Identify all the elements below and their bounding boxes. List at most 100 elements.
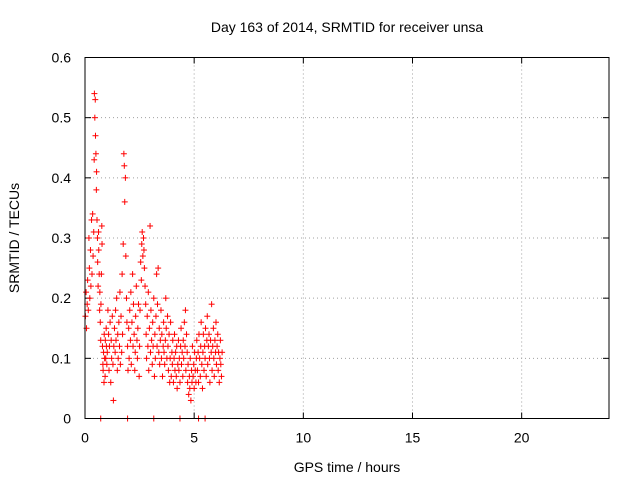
data-point — [165, 367, 172, 374]
data-point — [149, 361, 156, 368]
data-point — [120, 241, 127, 248]
data-point — [157, 337, 164, 344]
data-point — [199, 385, 206, 392]
data-point — [131, 331, 138, 338]
data-point — [190, 373, 197, 380]
data-point — [149, 319, 156, 326]
data-point — [215, 367, 222, 374]
data-point — [105, 331, 112, 338]
data-point — [118, 313, 125, 320]
data-point — [91, 90, 98, 97]
data-point — [121, 198, 128, 205]
data-point — [93, 168, 100, 175]
data-point — [168, 373, 175, 380]
data-point — [129, 271, 136, 278]
grid-lines — [85, 57, 609, 419]
data-point — [95, 228, 102, 235]
data-point — [97, 319, 104, 326]
data-point — [94, 259, 101, 266]
data-point — [206, 331, 213, 338]
data-point — [190, 361, 197, 368]
data-point — [117, 361, 124, 368]
data-point — [90, 253, 97, 260]
data-point — [124, 343, 131, 350]
data-point — [187, 355, 194, 362]
data-point — [83, 325, 90, 332]
data-point — [154, 343, 161, 350]
data-point — [179, 349, 186, 356]
data-point — [88, 216, 95, 223]
data-point — [178, 361, 185, 368]
y-tick-label: 0.2 — [52, 290, 72, 306]
data-point — [136, 343, 143, 350]
data-point — [197, 373, 204, 380]
data-point — [211, 337, 218, 344]
data-point — [127, 289, 134, 296]
data-point — [83, 289, 90, 296]
data-point — [182, 307, 189, 314]
data-point — [135, 301, 142, 308]
data-point — [155, 349, 162, 356]
data-point — [134, 325, 141, 332]
data-point — [198, 361, 205, 368]
data-point — [216, 379, 223, 386]
data-point — [211, 373, 218, 380]
data-point — [185, 361, 192, 368]
data-point — [195, 379, 202, 386]
data-point — [151, 373, 158, 380]
data-point — [130, 301, 137, 308]
data-point — [154, 301, 161, 308]
data-point — [178, 325, 185, 332]
data-point — [150, 295, 157, 302]
data-point — [110, 343, 117, 350]
data-point — [107, 379, 114, 386]
data-point — [217, 361, 224, 368]
data-point — [180, 337, 187, 344]
data-point — [103, 325, 110, 332]
data-point — [196, 355, 203, 362]
tick-labels: 0 0.1 0.2 0.3 0.4 0.5 0.6 0 5 10 15 20 — [52, 50, 530, 446]
data-point — [216, 355, 223, 362]
data-point — [138, 241, 145, 248]
data-point — [147, 307, 154, 314]
data-point — [161, 361, 168, 368]
data-point — [140, 247, 147, 254]
data-point — [119, 271, 126, 278]
data-point — [156, 325, 163, 332]
data-point — [147, 349, 154, 356]
x-tick-label: 5 — [190, 430, 198, 446]
data-point — [92, 150, 99, 157]
data-point — [156, 361, 163, 368]
data-point — [163, 325, 170, 332]
data-point — [113, 295, 120, 302]
data-point — [113, 337, 120, 344]
data-point — [102, 337, 109, 344]
data-point — [146, 325, 153, 332]
data-point — [97, 301, 104, 308]
data-point — [95, 247, 102, 254]
data-point — [141, 265, 148, 272]
data-point — [170, 379, 177, 386]
data-point — [145, 367, 152, 374]
data-point — [100, 379, 107, 386]
data-point — [108, 355, 115, 362]
data-point — [94, 235, 101, 241]
data-point — [138, 277, 145, 284]
data-point — [91, 156, 98, 163]
data-point — [206, 379, 213, 386]
data-point — [147, 222, 154, 229]
data-point — [204, 313, 211, 320]
data-point — [180, 355, 187, 362]
data-point — [126, 307, 133, 314]
data-point — [202, 325, 209, 332]
data-point — [185, 391, 192, 398]
data-point — [176, 379, 183, 386]
data-point — [139, 228, 146, 235]
data-point — [203, 373, 210, 380]
y-axis-label: SRMTID / TECUs — [6, 183, 22, 293]
data-point — [131, 367, 138, 374]
data-point — [106, 367, 113, 374]
data-point — [96, 289, 103, 296]
x-tick-label: 10 — [296, 430, 312, 446]
